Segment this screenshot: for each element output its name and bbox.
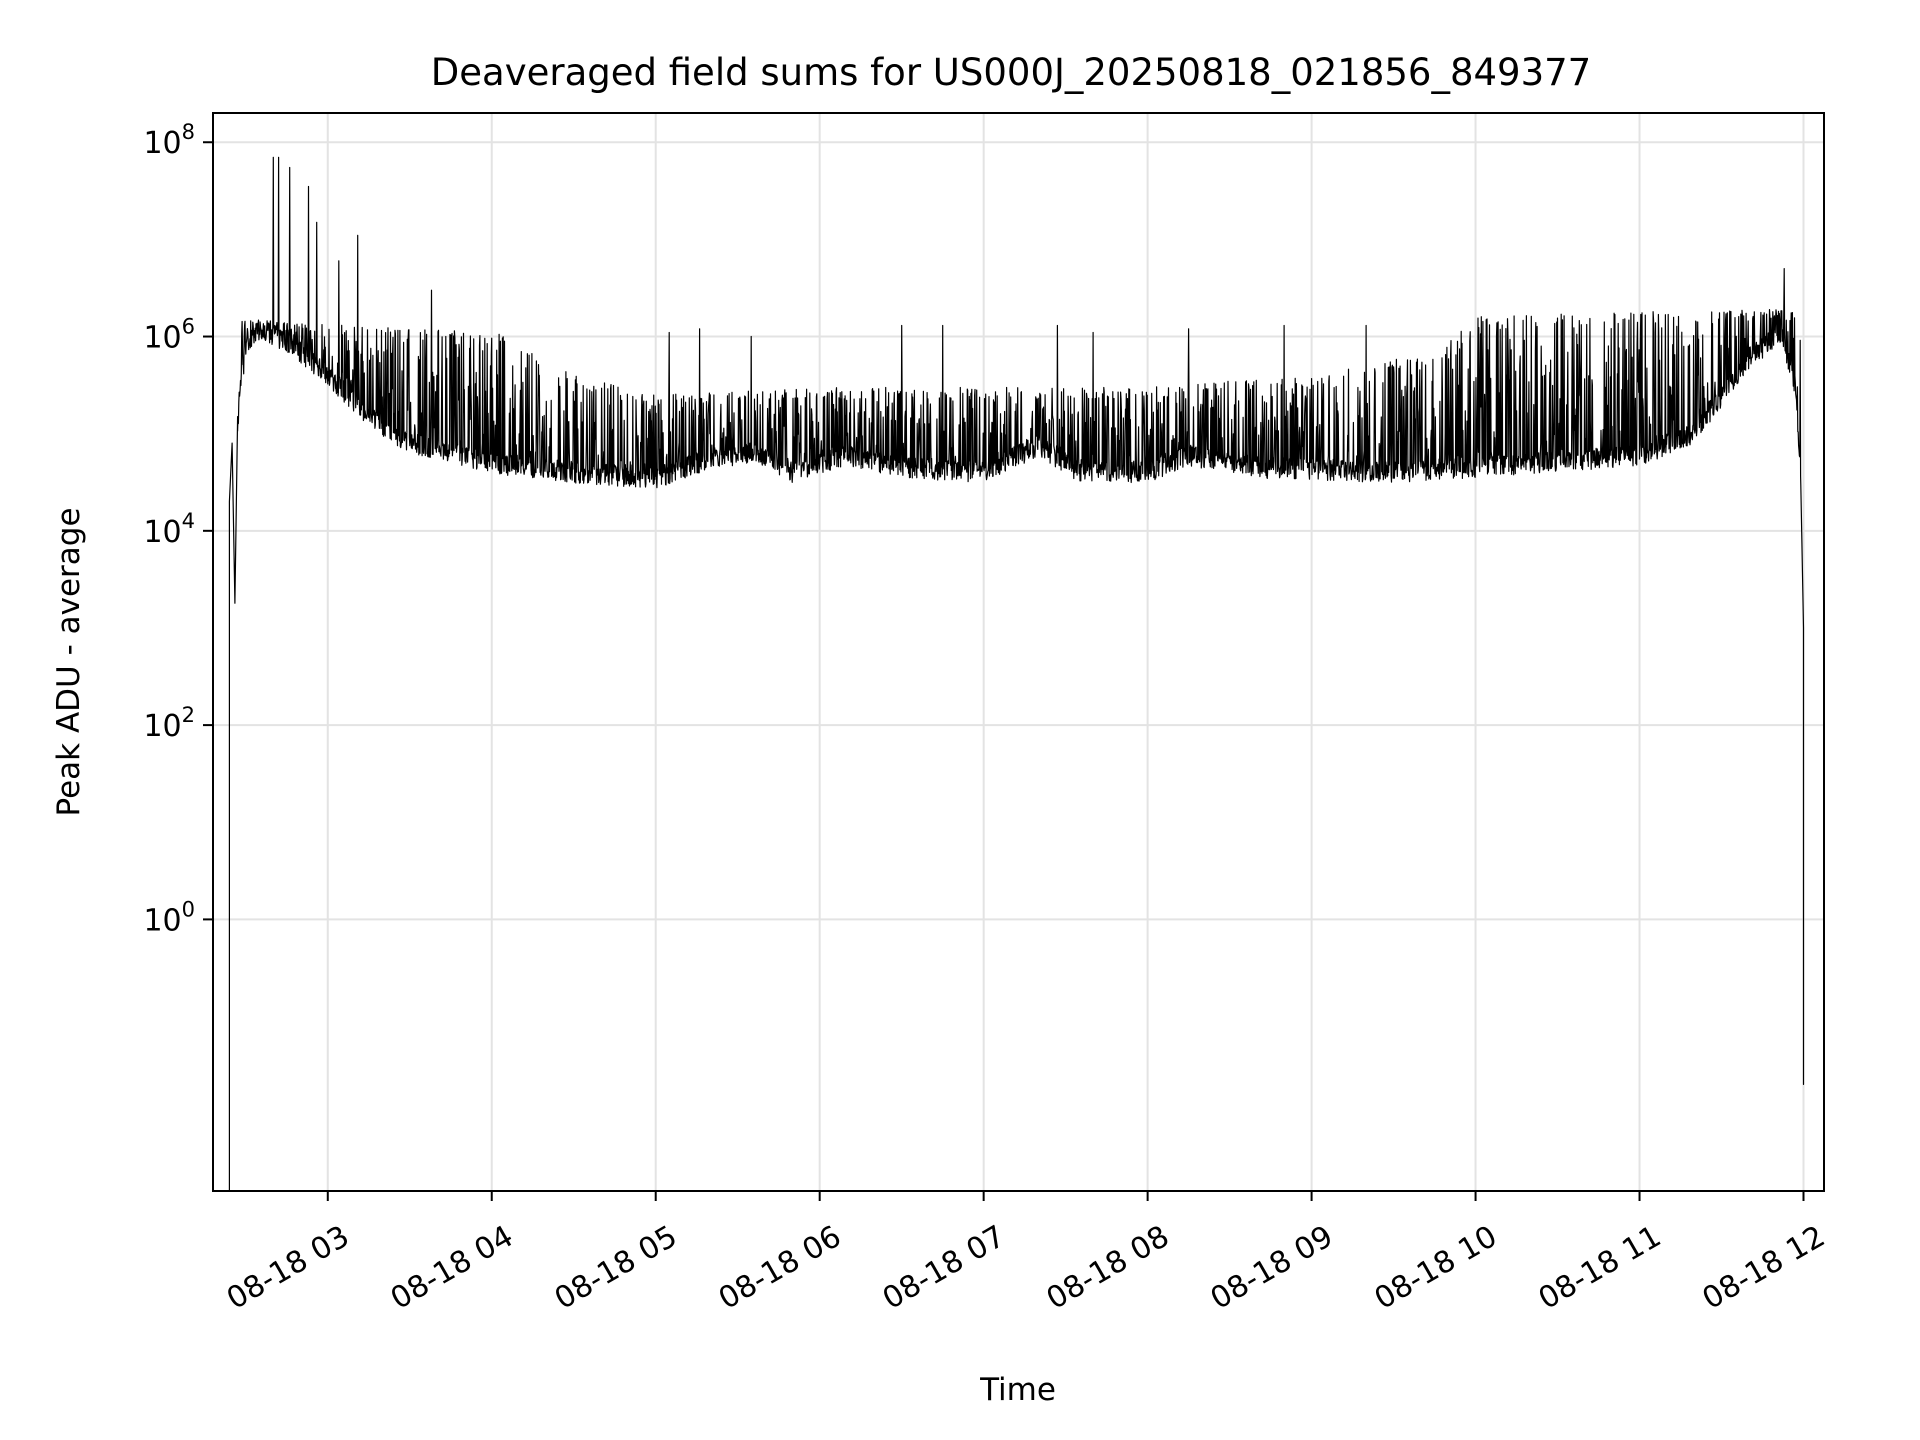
y-tick-label: 102 [143, 703, 195, 744]
y-axis: 100 102 104 106 108 [143, 120, 213, 938]
y-tick-label: 106 [143, 315, 195, 356]
series-line [228, 156, 1805, 1191]
y-tick-label: 104 [143, 509, 195, 550]
chart-title: Deaveraged field sums for US000J_2025081… [431, 51, 1591, 94]
plot-area [228, 156, 1805, 1191]
axes-frame [212, 112, 1825, 1192]
x-axis-label: Time [979, 1372, 1056, 1408]
y-tick-label: 100 [143, 897, 195, 938]
y-axis-label: Peak ADU - average [51, 507, 87, 816]
y-tick-label: 108 [143, 120, 195, 161]
grid [213, 113, 1824, 1191]
